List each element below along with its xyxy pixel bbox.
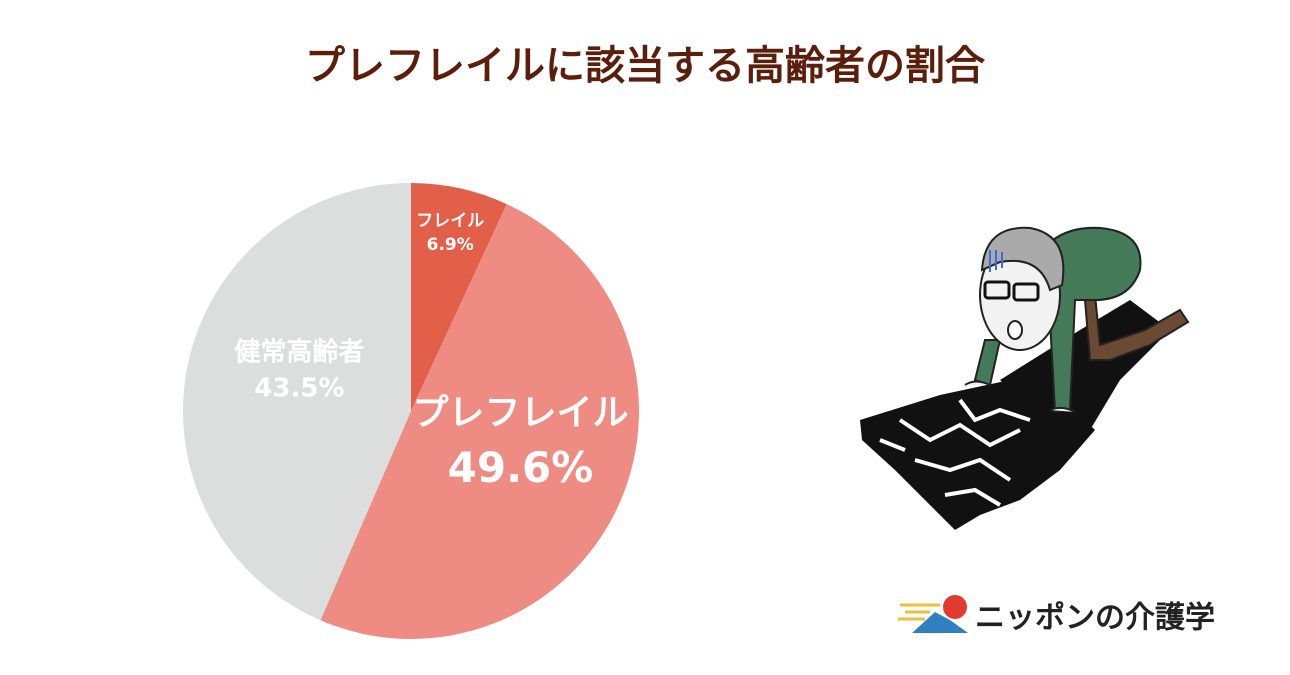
slice-label: 健常高齢者 (233, 338, 364, 368)
slice-label: プレフレイル (413, 393, 629, 434)
slice-label: フレイル (416, 211, 484, 231)
glasses (983, 280, 1011, 300)
cracked-ground (860, 380, 1095, 530)
pie (183, 183, 640, 640)
sweat-lines (989, 250, 1003, 272)
brand-name: ニッポンの介護学 (975, 601, 1215, 636)
pie-slice (320, 204, 640, 640)
cracks (879, 398, 1031, 507)
hand (964, 380, 991, 386)
pie-slice (411, 183, 507, 411)
slice-value-label: 6.9% (427, 235, 474, 255)
hair (980, 226, 1065, 292)
legs (1083, 293, 1190, 361)
glasses (1012, 282, 1040, 302)
pie-labels: フレイル 6.9% プレフレイル 49.6% 健常高齢者 43.5% (233, 211, 628, 492)
arm (973, 339, 1002, 387)
pie-slice (183, 183, 411, 621)
shadow (1000, 300, 1170, 430)
hand (1049, 406, 1076, 413)
slice-value-label: 49.6% (448, 443, 594, 492)
logo-sun (943, 595, 967, 619)
slice-value-label: 43.5% (254, 374, 344, 404)
logo-mountain (912, 612, 968, 633)
brand-logo: ニッポンの介護学 (898, 595, 1215, 636)
logo-lines (898, 603, 940, 621)
mouth (1007, 320, 1023, 340)
chart-title: プレフレイルに該当する高齢者の割合 (305, 43, 986, 89)
illustration (860, 226, 1190, 530)
